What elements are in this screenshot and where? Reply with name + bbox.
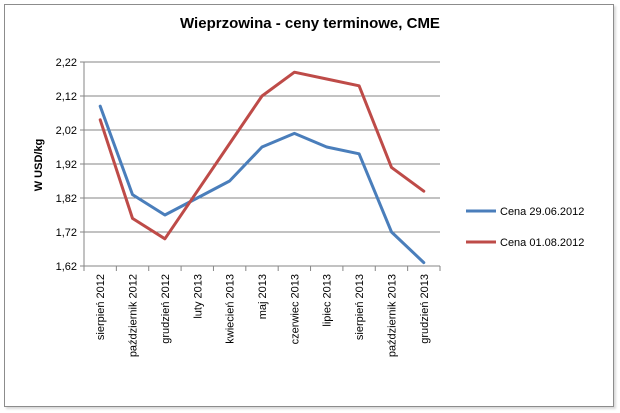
x-tick-label: sierpień 2012 bbox=[95, 274, 107, 340]
y-tick-label: 1,72 bbox=[56, 227, 77, 239]
series-line-2 bbox=[98, 70, 426, 241]
y-tick-label: 2,12 bbox=[56, 91, 77, 103]
legend: Cena 29.06.2012 Cena 01.08.2012 bbox=[466, 206, 584, 249]
y-axis-label: W USD/kg bbox=[33, 139, 45, 192]
grid-lines bbox=[84, 61, 440, 233]
x-tick-label: sierpień 2013 bbox=[354, 274, 366, 340]
y-tick-label: 1,92 bbox=[56, 159, 77, 171]
legend-label-1: Cena 29.06.2012 bbox=[500, 206, 584, 218]
chart-title: Wieprzowina - ceny terminowe, CME bbox=[180, 15, 440, 32]
x-tick-labels: sierpień 2012 październik 2012 grudzień 20… bbox=[95, 274, 431, 357]
y-tick-label: 2,22 bbox=[56, 57, 77, 69]
x-tick-label: maj 2013 bbox=[257, 274, 269, 319]
x-tick-label: luty 2013 bbox=[192, 274, 204, 319]
y-tick-label: 1,62 bbox=[56, 261, 77, 273]
x-tick-label: październik 2012 bbox=[128, 274, 140, 357]
x-tick-label: kwiecień 2013 bbox=[225, 274, 237, 344]
x-tick-label: czerwiec 2013 bbox=[289, 274, 301, 344]
series-line-1 bbox=[98, 104, 426, 265]
x-tick-label: lipiec 2013 bbox=[322, 274, 334, 327]
series-lines bbox=[98, 70, 426, 265]
y-tick-label: 1,82 bbox=[56, 193, 77, 205]
chart-frame bbox=[4, 4, 614, 407]
x-tick-label: grudzień 2012 bbox=[160, 274, 172, 344]
y-tick-label: 2,02 bbox=[56, 125, 77, 137]
legend-label-2: Cena 01.08.2012 bbox=[500, 237, 584, 249]
x-tick-label: grudzień 2013 bbox=[419, 274, 431, 344]
axes bbox=[80, 61, 441, 271]
x-tick-label: październik 2013 bbox=[386, 274, 398, 357]
y-tick-labels: 1,62 1,72 1,82 1,92 2,02 2,12 2,22 bbox=[56, 57, 77, 273]
